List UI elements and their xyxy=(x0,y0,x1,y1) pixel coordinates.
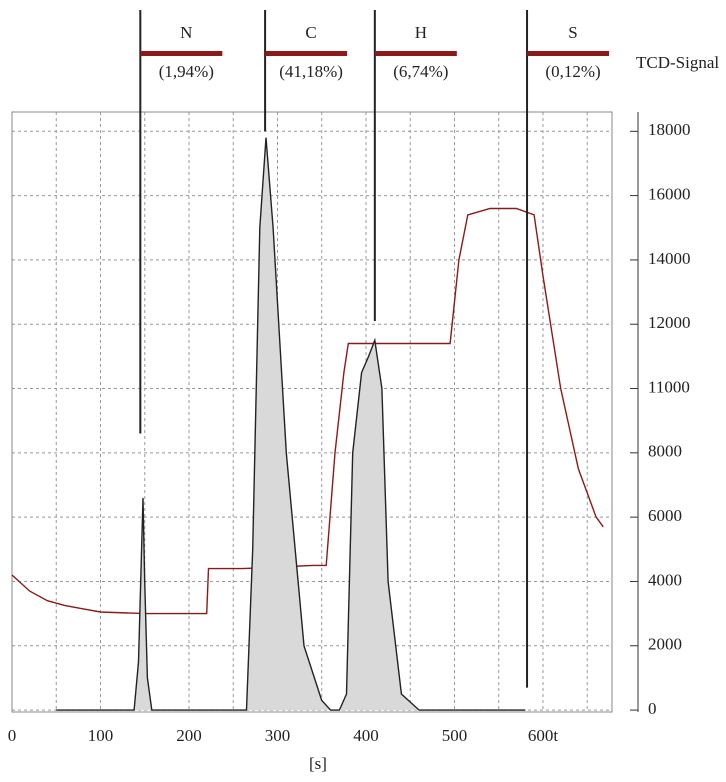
annotation-bar xyxy=(527,51,610,56)
x-axis-label: [s] xyxy=(309,754,327,773)
y-tick-label: 8000 xyxy=(648,442,682,461)
annotation-label: H xyxy=(415,23,427,42)
signal-line xyxy=(56,137,526,711)
annotation-label: N xyxy=(180,23,192,42)
annotation-value: (0,12%) xyxy=(545,62,600,81)
y-tick-label: 14000 xyxy=(648,249,691,268)
y-tick-label: 0 xyxy=(648,699,657,718)
y-tick-label: 18000 xyxy=(648,120,691,139)
annotation-bar xyxy=(374,51,457,56)
annotation-value: (41,18%) xyxy=(279,62,343,81)
peak-area xyxy=(56,137,526,711)
annotation-value: (1,94%) xyxy=(159,62,214,81)
x-tick-label: 0 xyxy=(8,726,17,745)
x-tick-label: 300 xyxy=(265,726,291,745)
y-tick-label: 6000 xyxy=(648,506,682,525)
y-tick-label: 4000 xyxy=(648,570,682,589)
signal-line xyxy=(11,207,604,615)
annotation-label: C xyxy=(305,23,316,42)
annotation-value: (6,74%) xyxy=(393,62,448,81)
x-tick-label: 400 xyxy=(353,726,379,745)
y-tick-label: 11000 xyxy=(648,377,690,396)
annotation-label: S xyxy=(568,23,577,42)
y-tick-label: 2000 xyxy=(648,635,682,654)
x-tick-label: 600t xyxy=(528,726,559,745)
annotation-bar xyxy=(140,51,223,56)
x-tick-label: 500 xyxy=(442,726,468,745)
y-tick-label: 12000 xyxy=(648,313,691,332)
x-tick-label: 200 xyxy=(176,726,202,745)
plot-frame xyxy=(11,111,613,713)
x-tick-label: 100 xyxy=(88,726,114,745)
y-axis-label: TCD-Signal xyxy=(636,53,719,72)
annotation-bar xyxy=(265,51,348,56)
y-tick-label: 16000 xyxy=(648,185,691,204)
